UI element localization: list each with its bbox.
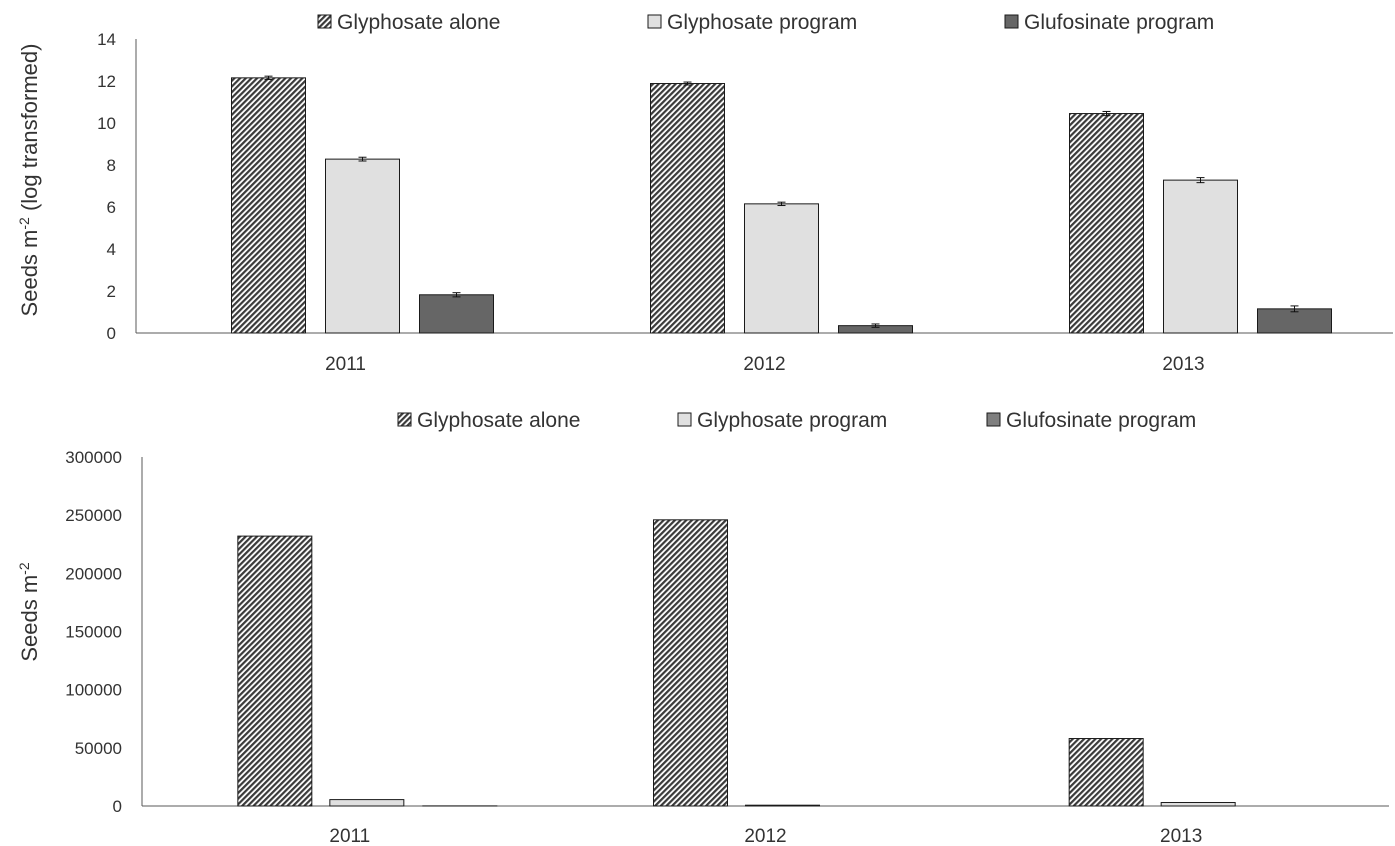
y-tick-label: 50000 (75, 739, 122, 758)
bar-glyphosate-alone (231, 77, 306, 334)
seeds-chart: 0 50000 100000 150000 200000 250000 300000 Seed… (16, 409, 1389, 846)
y-tick-label: 12 (97, 72, 116, 91)
y-tick-label: 2 (107, 282, 116, 301)
legend-swatch (317, 14, 332, 29)
y-tick-label: 150000 (65, 623, 122, 642)
bar-glufosinate-program (419, 294, 494, 334)
legend-label: Glufosinate program (1006, 409, 1196, 432)
y-axis-title: Seeds m-2 (log transformed) (16, 44, 42, 317)
legend-label: Glyphosate program (697, 409, 887, 432)
y-tick-label: 0 (107, 324, 116, 343)
x-tick-label: 2012 (743, 354, 785, 375)
bar-glyphosate-program (1160, 802, 1236, 807)
bar-glyphosate-alone (653, 519, 728, 807)
bar-glyphosate-program (744, 203, 819, 334)
y-axis-title: Seeds m-2 (16, 562, 42, 661)
legend-label: Glufosinate program (1024, 11, 1214, 34)
x-tick-label: 2012 (744, 826, 786, 846)
legend-swatch (647, 14, 662, 29)
bar-glyphosate-alone (1068, 738, 1144, 807)
x-tick-label: 2013 (1162, 354, 1204, 375)
y-tick-label: 14 (97, 30, 116, 49)
legend-label: Glyphosate alone (417, 409, 580, 432)
x-tick-label: 2013 (1160, 826, 1202, 846)
legend-label: Glyphosate program (667, 11, 857, 34)
bar-glyphosate-program (329, 799, 405, 807)
legend-swatch (1004, 14, 1019, 29)
bar-glyphosate-alone (1069, 113, 1144, 334)
legend-swatch (986, 412, 1001, 427)
y-tick-label: 250000 (65, 506, 122, 525)
y-tick-label: 100000 (65, 681, 122, 700)
y-tick-label: 300000 (65, 448, 122, 467)
bar-glyphosate-program (325, 158, 400, 334)
y-tick-label: 8 (107, 156, 116, 175)
bar-glyphosate-alone (237, 535, 313, 807)
bar-glyphosate-program (1163, 179, 1238, 334)
y-tick-label: 4 (107, 240, 116, 259)
x-tick-label: 2011 (329, 826, 370, 846)
y-tick-label: 6 (107, 198, 116, 217)
y-tick-label: 0 (113, 797, 122, 816)
bar-glyphosate-program (745, 804, 820, 807)
x-tick-label: 2011 (325, 354, 366, 375)
log-seeds-chart: 0 2 4 6 8 10 12 14 Seeds m-2 (log transformed) 20… (16, 11, 1393, 375)
legend-label: Glyphosate alone (337, 11, 500, 34)
y-tick-label: 10 (97, 114, 116, 133)
bar-glyphosate-alone (650, 83, 725, 334)
legend-swatch (397, 412, 412, 427)
bar-glufosinate-program (1257, 308, 1332, 334)
y-tick-label: 200000 (65, 564, 122, 583)
legend-swatch (677, 412, 692, 427)
